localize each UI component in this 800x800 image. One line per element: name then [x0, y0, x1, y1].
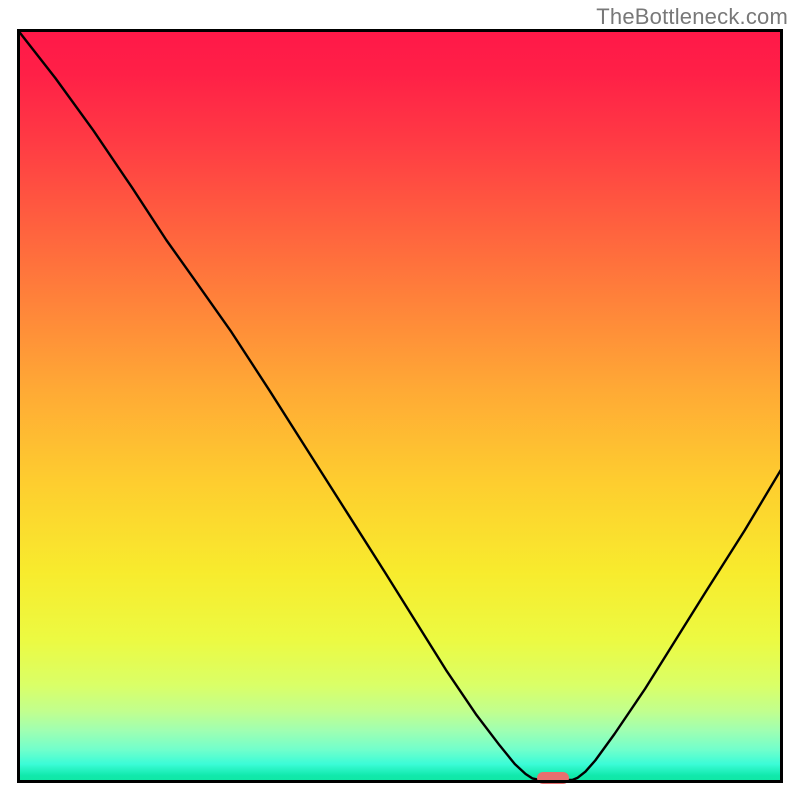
chart-container: TheBottleneck.com: [0, 0, 800, 800]
optimal-marker: [537, 772, 569, 784]
watermark-text: TheBottleneck.com: [596, 4, 788, 30]
plot-area: [17, 29, 783, 783]
bottleneck-curve: [17, 29, 783, 783]
